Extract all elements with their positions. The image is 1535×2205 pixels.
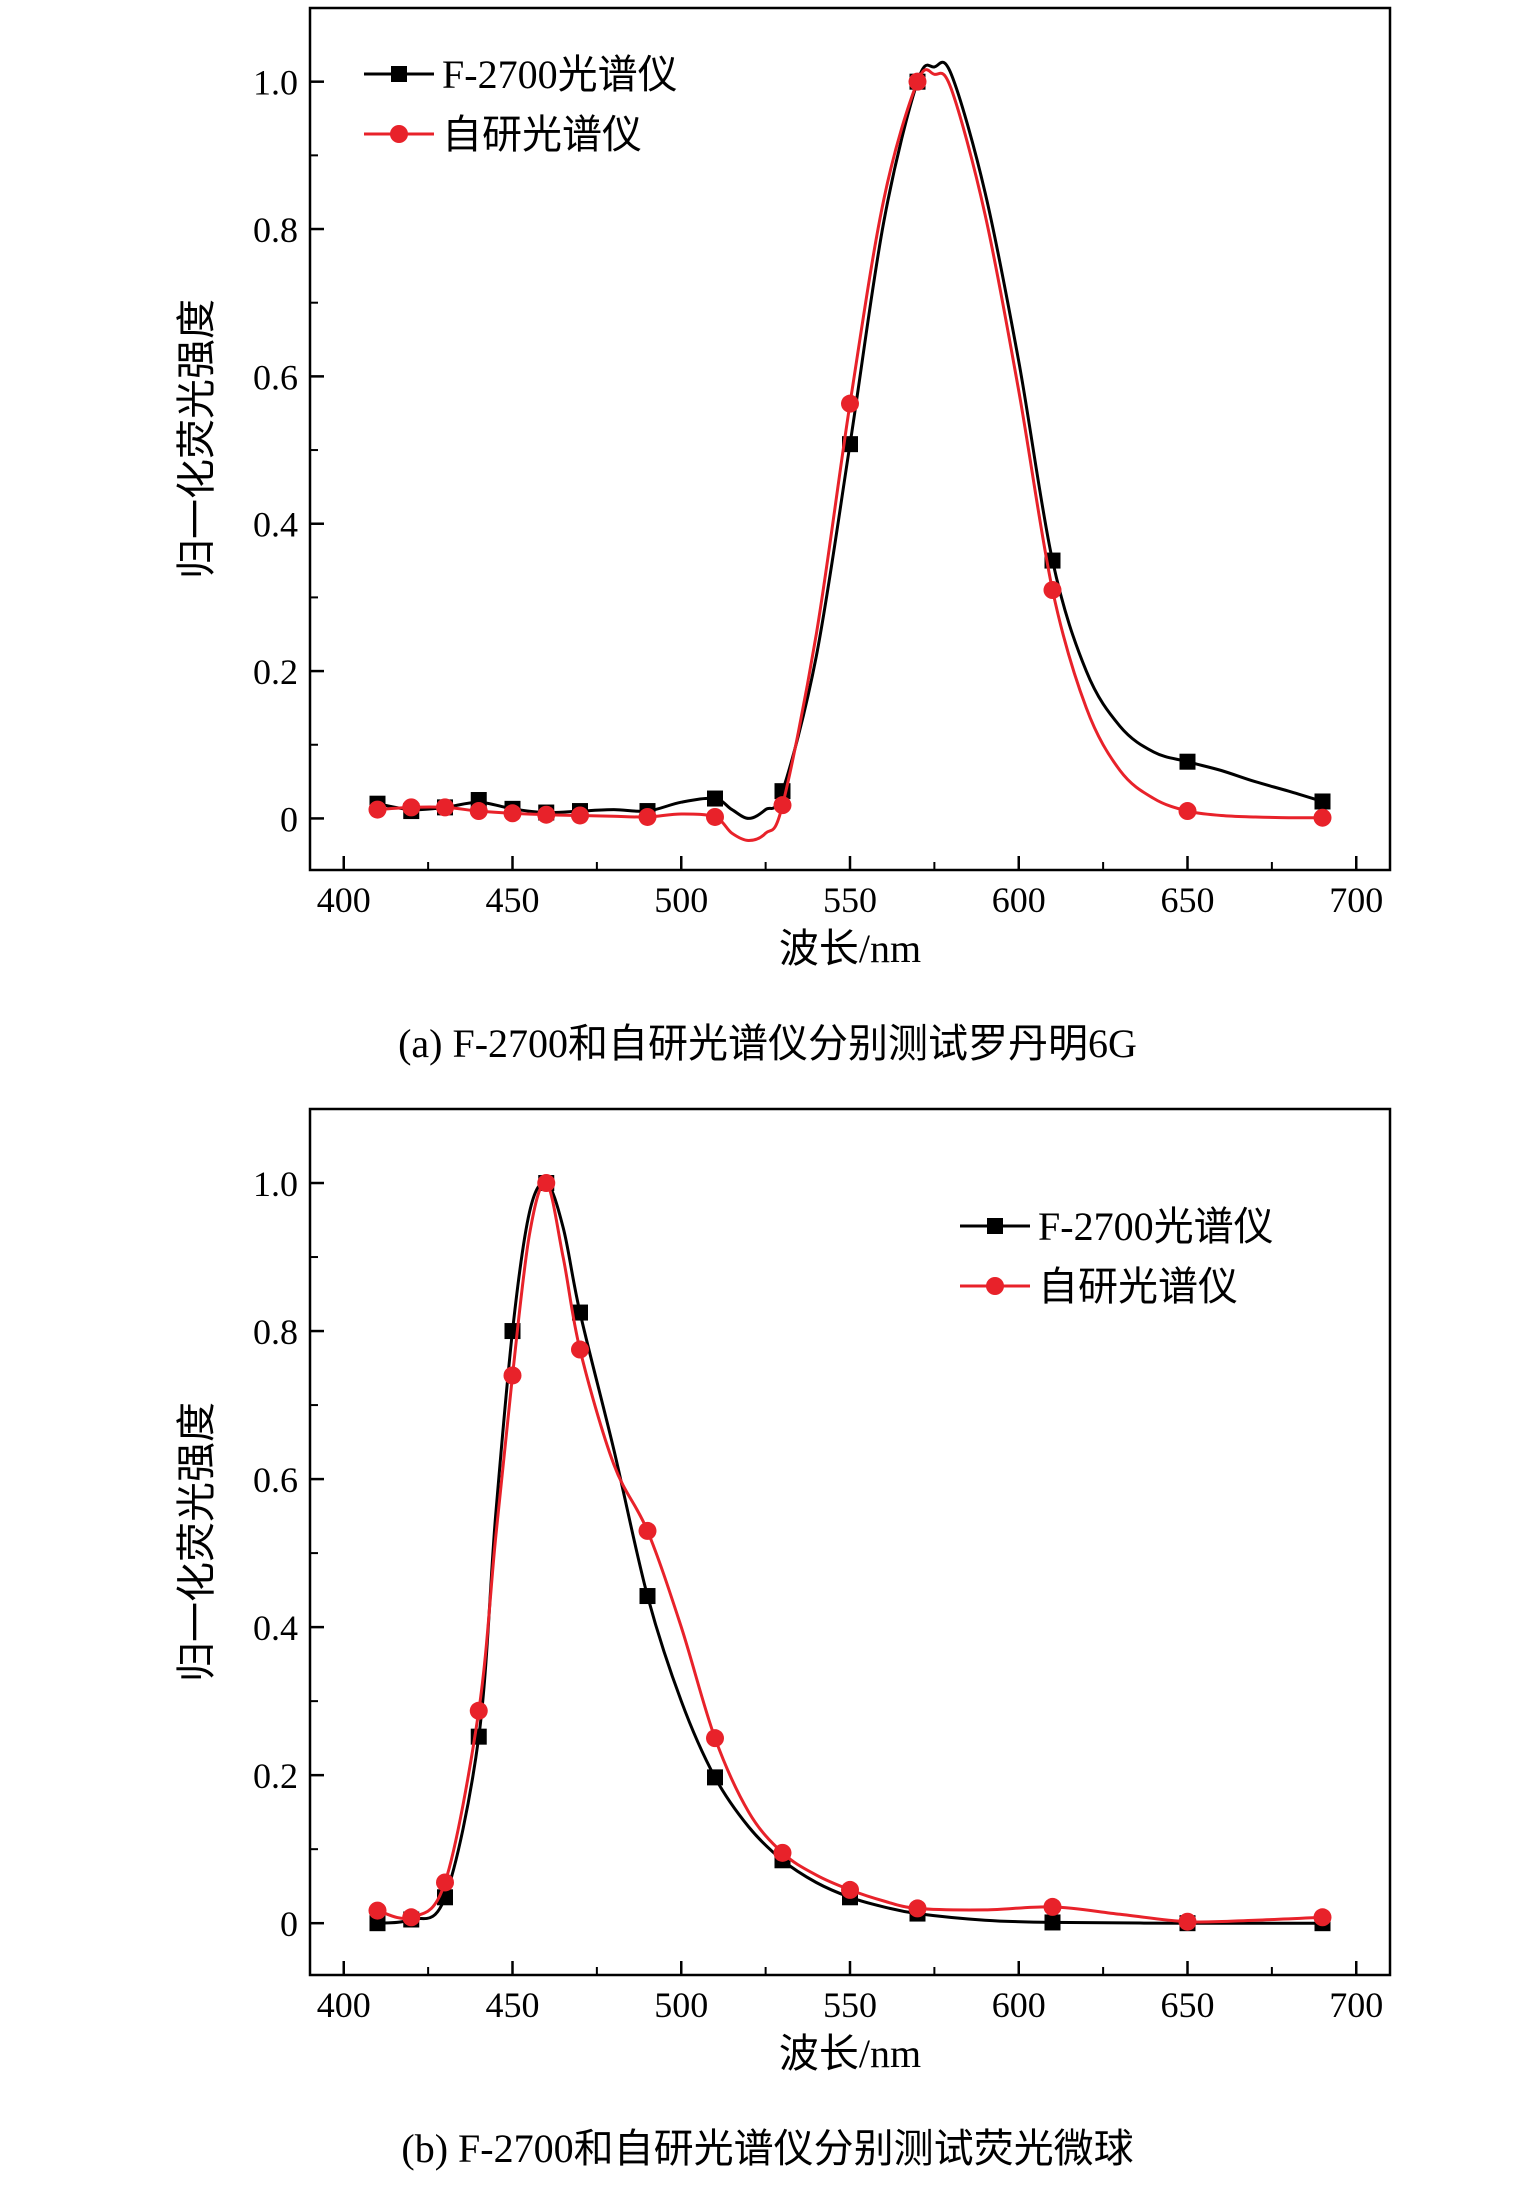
data-point-circle <box>773 796 792 815</box>
x-tick-label: 400 <box>317 880 371 920</box>
data-point-square <box>1044 1914 1061 1931</box>
series-1 <box>368 1174 1332 1931</box>
legend-marker-circle <box>986 1277 1004 1295</box>
data-point-circle <box>841 394 859 413</box>
data-point-circle <box>1178 1912 1197 1931</box>
data-point-circle <box>469 1701 488 1720</box>
y-axis: 0 0.2 0.4 0.6 0.8 1.0 <box>253 1164 324 1944</box>
y-tick-label: 0.8 <box>253 210 298 250</box>
legend-marker-square <box>391 66 407 82</box>
data-point-circle <box>908 1899 927 1918</box>
y-tick-label: 0.2 <box>253 652 298 692</box>
y-tick-label: 0.4 <box>253 505 298 545</box>
y-tick-label: 0.6 <box>253 1460 298 1500</box>
y-tick-label: 0 <box>280 799 298 839</box>
data-point-circle <box>503 804 522 823</box>
chart-panel-a: 400 450 500 550 600 650 700 0 0.2 0.4 0.6 0.8 1.0 波长/… <box>0 0 1535 1100</box>
chart-b-svg: 400 450 500 550 600 650 700 0 0.2 0.4 0.6 0.8 1.0 波长/… <box>174 1107 1392 2076</box>
legend-label: F-2700光谱仪 <box>442 52 678 97</box>
y-tick-label: 1.0 <box>253 1164 298 1204</box>
data-point-circle <box>368 1901 387 1920</box>
chart-b-caption: (b) F-2700和自研光谱仪分别测试荧光微球 <box>401 2126 1134 2171</box>
x-axis-title: 波长/nm <box>779 2031 921 2076</box>
data-point-circle <box>571 1340 589 1359</box>
x-tick-label: 450 <box>486 1985 540 2025</box>
x-tick-label: 500 <box>654 880 708 920</box>
chart-a-caption: (a) F-2700和自研光谱仪分别测试罗丹明6G <box>398 1021 1137 1066</box>
data-point-square <box>707 790 723 807</box>
legend-label: 自研光谱仪 <box>1038 1264 1238 1309</box>
data-point-circle <box>469 802 488 821</box>
legend-marker-circle <box>390 125 408 143</box>
x-axis: 400 450 500 550 600 650 700 <box>317 856 1383 920</box>
x-tick-label: 600 <box>992 1985 1046 2025</box>
data-point-circle <box>638 807 657 826</box>
x-tick-label: 700 <box>1329 1985 1383 2025</box>
legend-label: 自研光谱仪 <box>442 112 642 157</box>
data-point-circle <box>773 1843 792 1862</box>
data-point-circle <box>1313 808 1332 827</box>
x-tick-label: 400 <box>317 1985 371 2025</box>
x-tick-label: 650 <box>1161 1985 1215 2025</box>
data-point-circle <box>638 1521 657 1540</box>
y-tick-label: 0.2 <box>253 1756 298 1796</box>
data-point-circle <box>908 72 927 91</box>
series-line <box>377 68 1323 842</box>
y-tick-label: 0.8 <box>253 1312 298 1352</box>
data-point-circle <box>436 1873 454 1892</box>
y-tick-label: 0.6 <box>253 357 298 397</box>
chart-a-svg: 400 450 500 550 600 650 700 0 0.2 0.4 0.6 0.8 1.0 波长/… <box>174 6 1392 971</box>
y-axis: 0 0.2 0.4 0.6 0.8 1.0 <box>253 63 324 839</box>
series-1 <box>368 68 1332 842</box>
series-0 <box>369 60 1331 821</box>
y-tick-label: 0 <box>280 1904 298 1944</box>
x-tick-label: 500 <box>654 1985 708 2025</box>
data-point-square <box>1314 793 1331 810</box>
data-point-circle <box>537 805 556 824</box>
x-tick-label: 550 <box>823 880 877 920</box>
x-tick-label: 650 <box>1161 880 1215 920</box>
y-axis-title: 归一化荧光强度 <box>174 299 219 579</box>
data-point-circle <box>706 807 724 826</box>
x-tick-label: 550 <box>823 1985 877 2025</box>
data-point-circle <box>571 806 589 825</box>
data-point-square <box>639 1588 656 1605</box>
data-point-circle <box>436 798 454 817</box>
data-point-square <box>707 1769 723 1786</box>
y-axis-title: 归一化荧光强度 <box>174 1402 219 1682</box>
data-point-circle <box>1043 1897 1062 1916</box>
x-tick-label: 450 <box>486 880 540 920</box>
data-point-square <box>1179 753 1196 770</box>
data-point-square <box>572 1304 588 1321</box>
data-point-circle <box>402 1908 421 1927</box>
x-tick-label: 600 <box>992 880 1046 920</box>
data-point-circle <box>1178 802 1197 821</box>
series-line <box>377 1181 1323 1924</box>
data-point-circle <box>402 798 421 817</box>
data-point-circle <box>1313 1908 1332 1927</box>
data-point-square <box>369 1915 386 1932</box>
legend-marker-square <box>987 1218 1003 1234</box>
y-tick-label: 0.4 <box>253 1608 298 1648</box>
chart-panel-b: 400 450 500 550 600 650 700 0 0.2 0.4 0.6 0.8 1.0 波长/… <box>0 1100 1535 2200</box>
data-point-circle <box>503 1366 522 1385</box>
data-point-circle <box>368 800 387 819</box>
x-tick-label: 700 <box>1329 880 1383 920</box>
data-point-circle <box>706 1729 724 1748</box>
legend-label: F-2700光谱仪 <box>1038 1204 1274 1249</box>
data-point-circle <box>1043 581 1062 600</box>
y-tick-label: 1.0 <box>253 63 298 103</box>
data-point-circle <box>537 1174 556 1193</box>
x-axis-title: 波长/nm <box>779 926 921 971</box>
data-point-circle <box>841 1880 859 1899</box>
x-axis: 400 450 500 550 600 650 700 <box>317 1961 1383 2025</box>
